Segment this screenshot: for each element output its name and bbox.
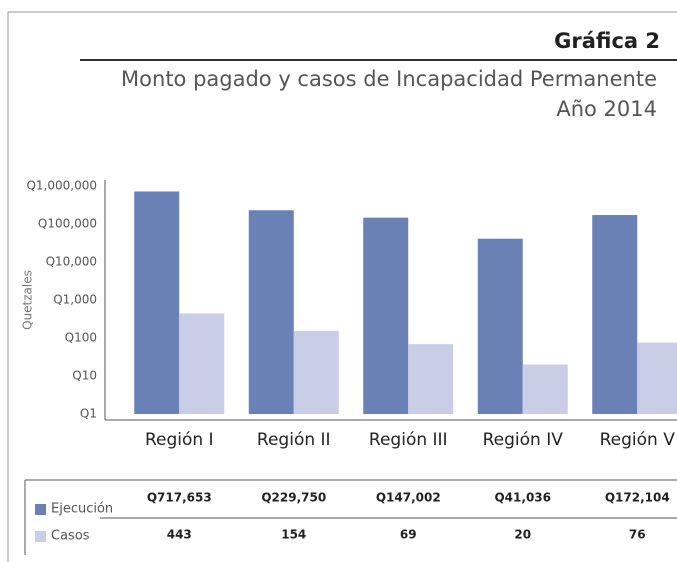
bar (179, 313, 225, 414)
y-tick-label: Q100 (65, 331, 97, 345)
table-cell: Q41,036 (494, 491, 551, 505)
y-tick-label: Q1,000,000 (26, 179, 97, 193)
table-cell: Q229,750 (261, 491, 326, 505)
y-tick-label: Q10,000 (46, 255, 97, 269)
x-tick-label: Región II (257, 430, 331, 450)
bar (134, 191, 180, 414)
legend-label: Ejecución (51, 502, 113, 517)
x-tick-label: Región I (145, 430, 214, 450)
y-tick-label: Q1 (80, 407, 97, 421)
bar (477, 238, 523, 414)
x-tick-label: Región V (600, 430, 676, 450)
bar (363, 217, 409, 414)
table-cell: Q717,653 (147, 491, 212, 505)
bar (248, 210, 294, 414)
legend-label: Casos (51, 529, 90, 544)
table-cell: Q172,104 (605, 491, 670, 505)
chart-subtitle: Año 2014 (556, 97, 657, 121)
x-tick-label: Región III (369, 430, 448, 450)
frame (7, 11, 677, 562)
y-axis-label: Quetzales (21, 270, 35, 330)
bar (293, 330, 339, 414)
chart-title: Gráfica 2 (554, 29, 660, 53)
y-tick-label: Q10 (72, 369, 97, 383)
table-cell: 443 (167, 528, 192, 542)
chart-subtitle: Monto pagado y casos de Incapacidad Perm… (121, 67, 657, 91)
y-tick-label: Q1,000 (53, 293, 97, 307)
table-cell: Q147,002 (376, 491, 441, 505)
table-cell: 76 (629, 528, 646, 542)
x-tick-label: Región IV (483, 430, 564, 450)
table-cell: 20 (514, 528, 531, 542)
table-cell: 154 (281, 528, 306, 542)
bar (637, 342, 677, 414)
bar (592, 215, 638, 414)
bar (408, 344, 454, 414)
y-tick-label: Q100,000 (38, 217, 97, 231)
legend-swatch (35, 531, 46, 542)
table-cell: 69 (400, 528, 417, 542)
legend-swatch (35, 504, 46, 515)
bar (522, 364, 568, 414)
